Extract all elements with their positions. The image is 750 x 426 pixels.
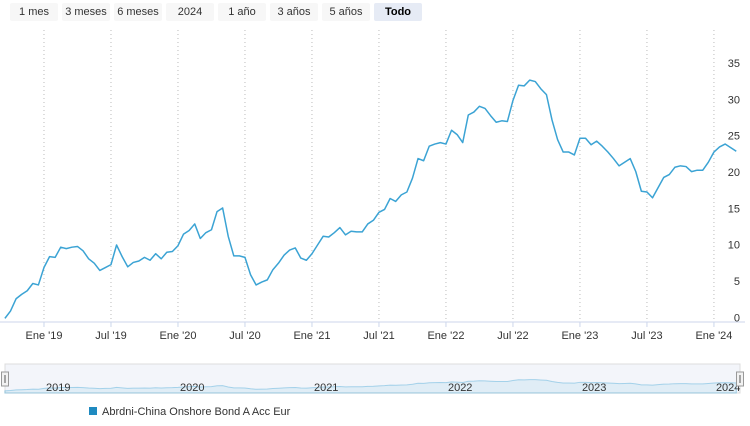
navigator-frame xyxy=(4,363,741,394)
legend-label: Abrdni-China Onshore Bond A Acc Eur xyxy=(102,406,291,418)
y-tick-label: 15 xyxy=(728,203,740,215)
navigator-label: 2019 xyxy=(46,382,70,394)
navigator-label: 2024 xyxy=(716,382,740,394)
y-tick-label: 0 xyxy=(734,312,740,324)
range-button[interactable]: 6 meses xyxy=(114,3,162,21)
y-tick-label: 30 xyxy=(728,94,740,106)
y-tick-label: 20 xyxy=(728,167,740,179)
range-button[interactable]: 1 mes xyxy=(10,3,58,21)
x-tick-label: Ene '21 xyxy=(293,330,330,342)
x-tick-label: Ene '22 xyxy=(427,330,464,342)
x-tick-label: Jul '20 xyxy=(229,330,260,342)
navigator-label: 2022 xyxy=(448,382,472,394)
range-button[interactable]: Todo xyxy=(374,3,422,21)
navigator-label: 2020 xyxy=(180,382,204,394)
navigator-label: 2023 xyxy=(582,382,606,394)
range-selector: 1 mes 3 meses 6 meses 2024 1 año 3 años 5 años… xyxy=(10,3,422,21)
range-button[interactable]: 2024 xyxy=(166,3,214,21)
x-tick-label: Jul '19 xyxy=(95,330,126,342)
x-tick-label: Jul '22 xyxy=(497,330,528,342)
x-tick-label: Jul '21 xyxy=(363,330,394,342)
range-button[interactable]: 3 meses xyxy=(62,3,110,21)
y-tick-label: 10 xyxy=(728,240,740,252)
range-button[interactable]: 5 años xyxy=(322,3,370,21)
range-button[interactable]: 3 años xyxy=(270,3,318,21)
navigator-label: 2021 xyxy=(314,382,338,394)
x-tick-label: Ene '19 xyxy=(25,330,62,342)
x-tick-label: Ene '23 xyxy=(561,330,598,342)
navigator-handle xyxy=(736,371,744,387)
y-tick-label: 35 xyxy=(728,58,740,70)
navigator-area xyxy=(4,379,737,394)
navigator-handle xyxy=(1,371,9,387)
y-tick-label: 25 xyxy=(728,131,740,143)
data-line xyxy=(4,79,737,319)
range-button[interactable]: 1 año xyxy=(218,3,266,21)
x-tick-label: Jul '23 xyxy=(631,330,662,342)
y-tick-label: 5 xyxy=(734,276,740,288)
x-tick-label: Ene '24 xyxy=(695,330,732,342)
legend-swatch xyxy=(89,407,97,415)
x-tick-label: Ene '20 xyxy=(159,330,196,342)
